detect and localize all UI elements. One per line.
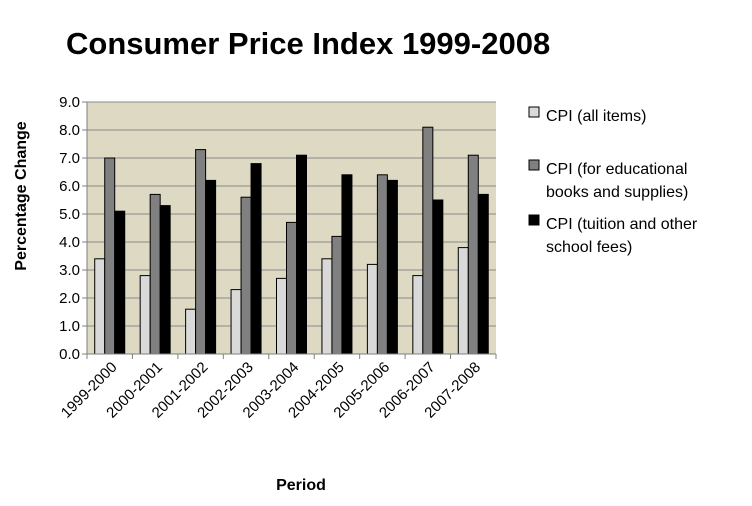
y-axis-label: Percentage Change bbox=[13, 121, 30, 270]
bar bbox=[376, 174, 388, 355]
bar bbox=[195, 149, 207, 355]
bar bbox=[457, 247, 469, 355]
bar bbox=[114, 210, 126, 355]
bar bbox=[477, 193, 489, 355]
y-tick-label: 9.0 bbox=[59, 94, 80, 111]
bar bbox=[94, 258, 106, 355]
bar bbox=[276, 277, 287, 355]
bar bbox=[185, 308, 197, 355]
y-tick-label: 3.0 bbox=[59, 262, 80, 279]
bar bbox=[321, 258, 333, 355]
bar bbox=[412, 275, 424, 355]
x-axis-ticks: 1999-20002000-20012001-20022002-20032003… bbox=[58, 354, 497, 422]
y-tick-label: 4.0 bbox=[59, 234, 80, 251]
legend-label: CPI (for educational bbox=[546, 161, 687, 178]
bar bbox=[139, 275, 151, 355]
bar bbox=[331, 235, 343, 355]
y-tick-label: 5.0 bbox=[59, 206, 80, 223]
bar bbox=[386, 179, 398, 355]
bar bbox=[432, 199, 444, 355]
bar bbox=[467, 154, 479, 355]
chart-title: Consumer Price Index 1999-2008 bbox=[66, 26, 550, 61]
bar bbox=[159, 205, 171, 355]
legend-label: CPI (tuition and other bbox=[546, 216, 698, 233]
y-tick-label: 2.0 bbox=[59, 290, 80, 307]
bar bbox=[230, 289, 242, 355]
legend-label: books and supplies) bbox=[546, 184, 688, 201]
bar bbox=[250, 163, 262, 355]
bar bbox=[149, 193, 161, 355]
y-tick-label: 6.0 bbox=[59, 178, 80, 195]
bars bbox=[94, 126, 489, 355]
bar bbox=[104, 157, 116, 355]
y-axis-ticks: 0.0 1.0 2.0 3.0 4.0 5.0 6.0 7.0 8.0 9.0 bbox=[59, 94, 87, 363]
legend-swatch bbox=[528, 214, 540, 226]
legend-label: school fees) bbox=[546, 239, 632, 256]
bar bbox=[205, 179, 217, 355]
legend-swatch bbox=[528, 106, 540, 118]
bar bbox=[341, 174, 353, 355]
bar bbox=[296, 154, 307, 355]
legend: CPI (all items) CPI (for educational books… bbox=[528, 106, 698, 256]
y-tick-label: 0.0 bbox=[59, 346, 80, 363]
bar bbox=[240, 196, 252, 355]
legend-swatch bbox=[528, 159, 540, 171]
y-tick-label: 1.0 bbox=[59, 318, 80, 335]
bar bbox=[286, 221, 297, 355]
bar bbox=[366, 263, 378, 355]
y-tick-label: 8.0 bbox=[59, 122, 80, 139]
legend-label: CPI (all items) bbox=[546, 108, 646, 125]
x-axis-label: Period bbox=[276, 477, 326, 494]
bar bbox=[422, 126, 434, 355]
y-tick-label: 7.0 bbox=[59, 150, 80, 167]
